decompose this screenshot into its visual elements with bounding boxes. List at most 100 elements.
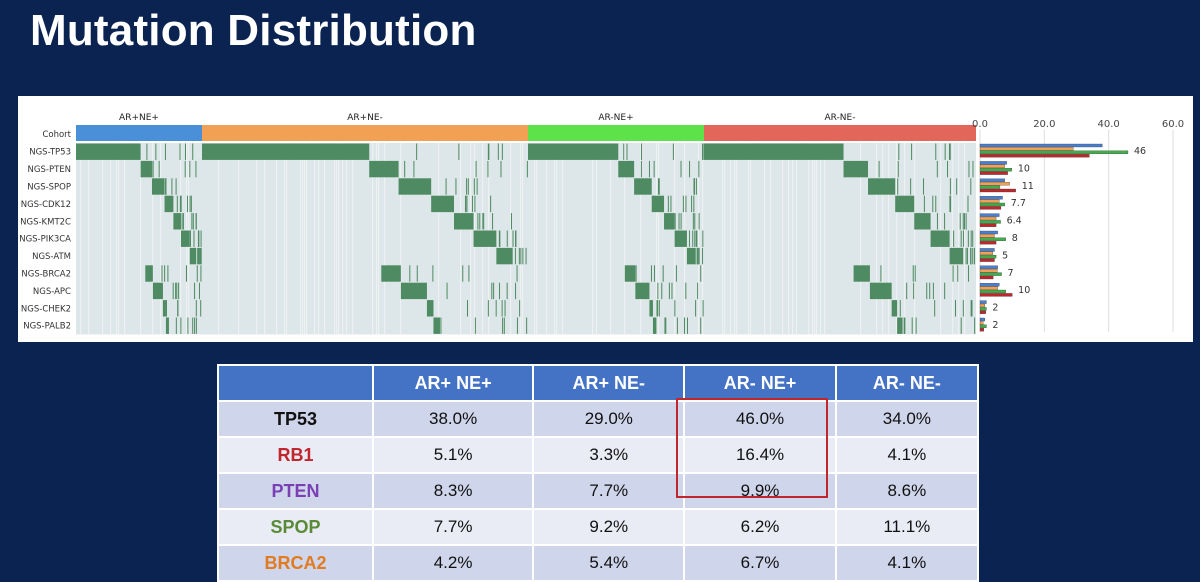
mutation-block xyxy=(162,300,166,317)
bar xyxy=(979,168,1012,172)
mutation-mark xyxy=(970,178,972,195)
mutation-mark xyxy=(474,317,476,334)
mutation-block xyxy=(897,317,903,334)
mutation-mark xyxy=(973,247,975,265)
mutation-mark xyxy=(675,265,677,282)
mutation-mark xyxy=(970,300,972,317)
heatmap-column xyxy=(824,143,826,335)
mutation-block xyxy=(930,230,950,247)
table-cell: 7.7% xyxy=(532,472,686,510)
heatmap-column xyxy=(860,143,862,335)
heatmap-column xyxy=(284,143,286,335)
mutation-mark xyxy=(678,213,680,230)
mutation-mark xyxy=(702,300,704,317)
mutation-mark xyxy=(640,160,642,178)
heatmap-column xyxy=(160,143,162,335)
bar xyxy=(979,307,987,311)
heatmap-column xyxy=(140,143,142,335)
heatmap-column xyxy=(384,143,386,335)
mutation-mark xyxy=(200,300,202,317)
mutation-mark xyxy=(409,265,411,282)
mutation-mark xyxy=(440,317,442,334)
mutation-mark xyxy=(697,247,699,265)
mutation-mark xyxy=(479,213,481,230)
mutation-mark xyxy=(458,143,460,160)
mutation-mark xyxy=(936,213,938,230)
bar xyxy=(979,147,1074,151)
cohort-bar xyxy=(528,125,704,141)
mutation-mark xyxy=(462,265,464,282)
heatmap-column xyxy=(460,143,462,335)
table-cell: 4.1% xyxy=(834,544,980,582)
mutation-block xyxy=(869,282,892,300)
mutation-mark xyxy=(672,143,674,160)
heatmap-column xyxy=(796,143,798,335)
mutation-mark xyxy=(694,230,696,247)
mutation-mark xyxy=(702,143,704,160)
mutation-mark xyxy=(970,230,972,247)
mutation-block xyxy=(381,265,401,282)
mutation-mark xyxy=(164,265,166,282)
bar xyxy=(979,223,997,227)
heatmap-column xyxy=(324,143,326,335)
table-cell: 38.0% xyxy=(371,400,535,438)
heatmap-column xyxy=(674,143,676,335)
heatmap-column xyxy=(736,143,738,335)
heatmap-column xyxy=(914,143,916,335)
group-label: AR+NE+ xyxy=(119,113,159,123)
mutation-mark xyxy=(200,265,202,282)
mutation-mark xyxy=(962,300,964,317)
mutation-mark xyxy=(965,213,967,230)
mutation-mark xyxy=(695,300,697,317)
row-label: NGS-SPOP xyxy=(27,183,71,193)
heatmap-column xyxy=(470,143,472,335)
heatmap-column xyxy=(624,143,626,335)
mutation-block xyxy=(433,317,440,334)
mutation-mark xyxy=(693,178,695,195)
mutation-block xyxy=(624,265,636,282)
table-cell: 34.0% xyxy=(834,400,980,438)
mutation-mark xyxy=(161,265,163,282)
row-label: NGS-TP53 xyxy=(29,148,71,158)
bar xyxy=(979,178,1005,182)
mutation-mark xyxy=(195,317,197,334)
heatmap-column xyxy=(338,143,340,335)
table-row: PTEN 8.3% 7.7% 9.9% 8.6% xyxy=(217,472,980,510)
mutation-mark xyxy=(175,317,177,334)
mutation-mark xyxy=(923,178,925,195)
mutation-mark xyxy=(499,230,501,247)
mutation-block xyxy=(664,213,675,230)
table-header-row: AR+ NE+ AR+ NE- AR- NE+ AR- NE- xyxy=(217,364,980,402)
mutation-block xyxy=(189,247,197,265)
gene-label: TP53 xyxy=(217,400,374,438)
mutation-mark xyxy=(522,247,524,265)
heatmap-column xyxy=(304,143,306,335)
bar-total-label: 46 xyxy=(1134,146,1146,157)
mutation-mark xyxy=(172,282,174,300)
bar-total-label: 10 xyxy=(1018,285,1030,296)
mutation-block xyxy=(618,160,635,178)
mutation-mark xyxy=(192,213,194,230)
row-label: NGS-KMT2C xyxy=(20,217,71,227)
heatmap-column xyxy=(352,143,354,335)
table-cell: 8.6% xyxy=(834,472,980,510)
mutation-mark xyxy=(171,178,173,195)
mutation-block xyxy=(473,230,497,247)
mutation-mark xyxy=(697,282,699,300)
mutation-mark xyxy=(658,300,660,317)
cohort-bar xyxy=(76,125,202,141)
mutation-mark xyxy=(474,195,476,213)
table-header-cell: AR- NE+ xyxy=(683,364,837,402)
bar xyxy=(979,202,1005,207)
bar-total-label: 11 xyxy=(1022,181,1034,192)
x-tick-label: 20.0 xyxy=(1033,119,1055,130)
mutation-mark xyxy=(175,178,177,195)
mutation-mark xyxy=(662,265,664,282)
mutation-mark xyxy=(932,282,934,300)
mutation-mark xyxy=(483,213,485,230)
mutation-mark xyxy=(970,247,972,265)
mutation-mark xyxy=(466,300,468,317)
mutation-mark xyxy=(965,247,967,265)
mutation-mark xyxy=(193,230,195,247)
mutation-block xyxy=(145,265,153,282)
